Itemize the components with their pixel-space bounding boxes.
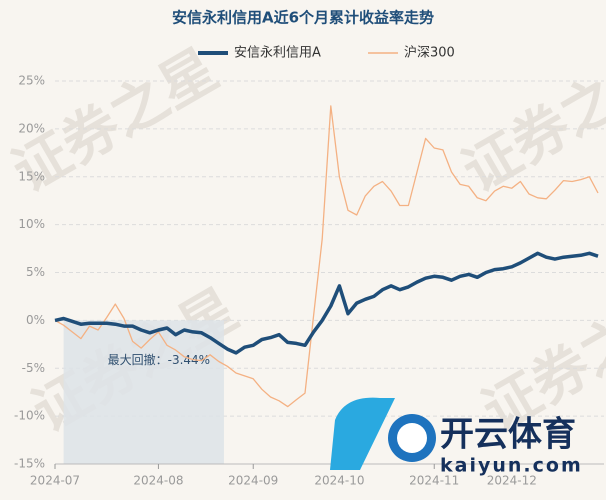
drawdown-label: 最大回撤：-3.44% <box>108 352 210 367</box>
logo: 开云体育 kaiyun.com <box>330 397 583 477</box>
y-tick-label: -5% <box>22 361 45 375</box>
logo-site: kaiyun.com <box>440 455 583 477</box>
logo-name: 开云体育 <box>440 415 576 455</box>
series-line <box>54 251 599 355</box>
y-tick-label: 25% <box>18 74 45 88</box>
logo-ball-inner <box>397 423 427 453</box>
x-tick-label: 2024-11 <box>409 474 459 488</box>
x-tick-label: 2024-07 <box>30 474 80 488</box>
x-tick-label: 2024-10 <box>314 474 364 488</box>
x-tick-label: 2024-09 <box>228 474 278 488</box>
y-tick-label: 20% <box>18 121 45 135</box>
y-tick-label: 10% <box>18 217 45 231</box>
y-tick-label: 5% <box>26 265 45 279</box>
x-tick-label: 2024-12 <box>487 474 537 488</box>
y-tick-label: -10% <box>14 409 45 423</box>
logo-shape <box>330 397 395 470</box>
x-tick-label: 2024-08 <box>133 474 183 488</box>
drawdown-area <box>63 320 224 464</box>
plot: -15% -10% -5% 0% 5% 10% 15% 20% 25% 最大回撤：-3.44% 20… <box>14 45 604 488</box>
y-tick-label: 15% <box>18 169 45 183</box>
legend-label: 沪深300 <box>404 45 455 61</box>
chart-title: 安信永利信用A近6个月累计收益率走势 <box>172 9 434 27</box>
y-tick-label: -15% <box>14 457 45 471</box>
y-tick-label: 0% <box>26 313 45 327</box>
series-line <box>54 105 599 408</box>
legend-label: 安信永利信用A <box>234 46 321 61</box>
